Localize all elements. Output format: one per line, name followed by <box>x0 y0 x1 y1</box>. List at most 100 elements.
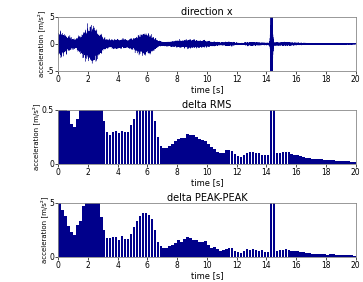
Bar <box>130 125 132 164</box>
Bar <box>136 110 138 164</box>
Bar <box>115 131 117 164</box>
Bar <box>264 155 266 164</box>
Bar <box>258 251 260 257</box>
Bar <box>148 215 150 257</box>
Bar <box>58 202 61 257</box>
Bar <box>314 159 317 164</box>
Bar <box>204 241 207 257</box>
Bar <box>70 232 73 257</box>
Bar <box>189 135 192 164</box>
Bar <box>91 180 94 257</box>
Bar <box>97 198 99 257</box>
Bar <box>317 254 320 257</box>
Bar <box>103 230 106 257</box>
Bar <box>326 255 329 257</box>
Bar <box>347 162 350 164</box>
Bar <box>323 160 326 164</box>
Bar <box>195 241 198 257</box>
Bar <box>332 254 335 257</box>
Y-axis label: acceleration [m/s²]: acceleration [m/s²] <box>40 196 48 263</box>
Bar <box>276 250 278 257</box>
Bar <box>186 135 189 164</box>
Bar <box>64 216 67 257</box>
Bar <box>198 242 201 257</box>
Bar <box>192 135 195 164</box>
Bar <box>270 0 272 164</box>
X-axis label: time [s]: time [s] <box>191 271 223 280</box>
Bar <box>136 221 138 257</box>
Bar <box>287 250 290 257</box>
Bar <box>178 139 180 164</box>
Bar <box>61 82 64 164</box>
Bar <box>195 137 198 164</box>
Bar <box>118 133 121 164</box>
Bar <box>106 132 109 164</box>
Bar <box>264 252 266 257</box>
Bar <box>109 135 111 164</box>
Bar <box>276 153 278 164</box>
Bar <box>201 242 204 257</box>
Bar <box>225 150 228 164</box>
Bar <box>58 71 61 164</box>
Bar <box>290 251 293 257</box>
Bar <box>103 121 106 164</box>
Bar <box>210 147 213 164</box>
Bar <box>115 237 117 257</box>
Bar <box>282 152 284 164</box>
Bar <box>88 41 91 164</box>
Bar <box>311 159 314 164</box>
Bar <box>234 154 236 164</box>
X-axis label: time [s]: time [s] <box>191 85 223 94</box>
Bar <box>151 106 153 164</box>
Bar <box>121 131 123 164</box>
Bar <box>180 242 183 257</box>
Bar <box>341 255 344 257</box>
Bar <box>320 254 323 257</box>
Bar <box>166 148 168 164</box>
Bar <box>332 160 335 164</box>
Bar <box>192 240 195 257</box>
Bar <box>85 60 87 164</box>
Bar <box>329 254 332 257</box>
Bar <box>121 236 123 257</box>
Bar <box>127 239 129 257</box>
Bar <box>216 152 219 164</box>
Bar <box>297 155 299 164</box>
Bar <box>273 129 275 257</box>
Bar <box>285 152 287 164</box>
Bar <box>174 141 177 164</box>
Bar <box>317 159 320 164</box>
Bar <box>189 238 192 257</box>
Bar <box>168 246 171 257</box>
Bar <box>243 155 245 164</box>
Bar <box>246 249 248 257</box>
Bar <box>163 248 165 257</box>
Bar <box>76 225 79 257</box>
Bar <box>168 146 171 164</box>
Bar <box>94 51 97 164</box>
Bar <box>228 248 231 257</box>
Bar <box>171 245 174 257</box>
Bar <box>231 151 233 164</box>
Bar <box>144 86 147 164</box>
Bar <box>311 254 314 257</box>
Bar <box>183 138 186 164</box>
Bar <box>180 138 183 164</box>
Bar <box>353 162 355 164</box>
Bar <box>133 119 135 164</box>
Bar <box>67 111 70 164</box>
Bar <box>305 253 308 257</box>
Bar <box>350 162 352 164</box>
Bar <box>341 161 344 164</box>
Bar <box>124 131 126 164</box>
Bar <box>255 250 257 257</box>
Bar <box>338 161 340 164</box>
Bar <box>210 248 213 257</box>
Bar <box>219 153 221 164</box>
Bar <box>302 157 305 164</box>
Bar <box>234 251 236 257</box>
Bar <box>154 230 156 257</box>
Bar <box>326 160 329 164</box>
Bar <box>79 221 82 257</box>
Bar <box>61 210 64 257</box>
